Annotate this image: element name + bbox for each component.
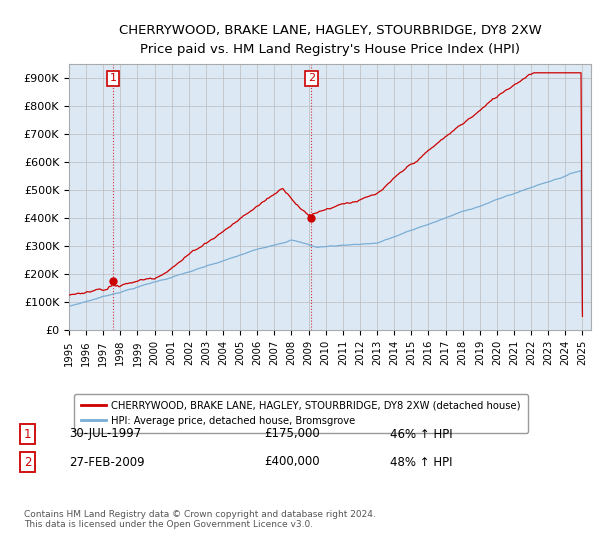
Legend: CHERRYWOOD, BRAKE LANE, HAGLEY, STOURBRIDGE, DY8 2XW (detached house), HPI: Aver: CHERRYWOOD, BRAKE LANE, HAGLEY, STOURBRI… xyxy=(74,394,527,433)
Title: CHERRYWOOD, BRAKE LANE, HAGLEY, STOURBRIDGE, DY8 2XW
Price paid vs. HM Land Regi: CHERRYWOOD, BRAKE LANE, HAGLEY, STOURBRI… xyxy=(119,24,541,57)
Text: 48% ↑ HPI: 48% ↑ HPI xyxy=(390,455,452,469)
Text: 2: 2 xyxy=(24,455,32,469)
Text: 30-JUL-1997: 30-JUL-1997 xyxy=(69,427,141,441)
Text: 46% ↑ HPI: 46% ↑ HPI xyxy=(390,427,452,441)
Text: 27-FEB-2009: 27-FEB-2009 xyxy=(69,455,145,469)
Text: 2: 2 xyxy=(308,73,315,83)
Text: £175,000: £175,000 xyxy=(264,427,320,441)
Text: Contains HM Land Registry data © Crown copyright and database right 2024.
This d: Contains HM Land Registry data © Crown c… xyxy=(24,510,376,529)
Text: 1: 1 xyxy=(110,73,117,83)
Text: 1: 1 xyxy=(24,427,32,441)
Text: £400,000: £400,000 xyxy=(264,455,320,469)
